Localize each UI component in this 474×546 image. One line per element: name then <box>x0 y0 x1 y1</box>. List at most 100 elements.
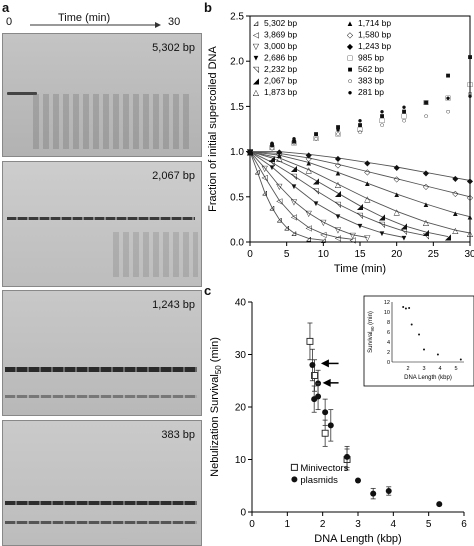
data-point: □ <box>468 80 473 89</box>
data-point: ▼ <box>400 233 408 242</box>
gel-time-arrow <box>30 22 161 28</box>
y-axis-label-unit: (min) <box>209 337 221 365</box>
gel-label: 383 bp <box>161 429 195 441</box>
data-point: □ <box>292 139 297 148</box>
data-point: ▲ <box>393 190 401 199</box>
legend-marker: ◁ <box>253 31 260 40</box>
legend-marker: ● <box>348 88 353 97</box>
data-point: ▲ <box>275 151 283 160</box>
data-point: ◆ <box>394 163 401 172</box>
gel-band <box>7 92 37 95</box>
data-point: □ <box>248 148 253 157</box>
data-point-minivector <box>306 337 314 345</box>
gel-time-start: 0 <box>6 16 13 28</box>
series-curve <box>249 151 471 234</box>
data-point-plasmid <box>322 409 329 416</box>
inset-data-point <box>404 307 407 310</box>
data-point: ◇ <box>306 154 313 163</box>
data-point: ● <box>468 92 473 101</box>
data-point: □ <box>380 116 385 125</box>
gel-band-row <box>7 217 195 220</box>
data-point: ■ <box>380 111 385 120</box>
data-point: ▽ <box>291 197 298 206</box>
data-point: ◢ <box>445 233 452 242</box>
legend-label: 562 bp <box>358 64 384 74</box>
data-point: ◢ <box>335 189 342 198</box>
data-point: ▽ <box>364 233 371 242</box>
inset-y-tick-label: 0 <box>387 360 390 366</box>
data-point: ◢ <box>423 228 430 237</box>
data-point: □ <box>336 130 341 139</box>
data-point: ◇ <box>394 175 401 184</box>
y-axis-label: Nebulization Survival50 (min) <box>209 337 223 477</box>
inset-data-point <box>436 353 439 356</box>
data-point: ▽ <box>262 164 269 173</box>
series-curve <box>250 151 471 181</box>
data-point: ▽ <box>276 182 283 191</box>
data-point: △ <box>394 207 401 216</box>
panel-a-letter: a <box>2 0 10 15</box>
gel-label: 5,302 bp <box>152 42 195 54</box>
inset-data-point <box>423 348 425 351</box>
y-axis-label: Fraction of initial supercoiled DNA <box>207 45 219 211</box>
data-point: ○ <box>314 134 319 143</box>
data-point: ◹ <box>423 232 430 241</box>
data-point: □ <box>402 111 407 120</box>
data-point: ▼ <box>268 163 276 172</box>
legend-marker: ○ <box>348 77 353 86</box>
data-point: ● <box>292 134 297 143</box>
series-curve <box>249 151 368 238</box>
data-point: ◁ <box>276 196 283 205</box>
data-point: ⊿ <box>276 215 283 224</box>
data-point-plasmid <box>344 453 351 460</box>
legend-label: 2,686 bp <box>264 53 297 63</box>
y-tick-label: 2.5 <box>230 12 244 23</box>
data-point: ● <box>270 139 275 148</box>
data-point: ▲ <box>363 179 371 188</box>
data-point: ◢ <box>291 164 298 173</box>
data-point: ○ <box>468 89 473 98</box>
data-point: ● <box>446 93 451 102</box>
data-point: ■ <box>446 71 451 80</box>
y-axis-label-sub: 50 <box>214 365 223 374</box>
data-point-minivector <box>321 429 329 437</box>
series-curve <box>249 151 471 198</box>
legend-marker: ◆ <box>347 42 354 51</box>
inset-y-axis-label-unit: (min) <box>368 311 374 326</box>
x-tick-label: 25 <box>428 249 440 260</box>
data-point: ◆ <box>364 158 371 167</box>
x-tick-label: 0 <box>249 519 255 530</box>
data-point: ⊿ <box>269 204 276 213</box>
gel-image-1243: 1,243 bp <box>2 290 202 416</box>
inset-data-point <box>402 306 405 308</box>
data-point: ■ <box>314 130 319 139</box>
data-point-plasmid <box>355 477 361 484</box>
data-point: ▼ <box>356 222 364 231</box>
y-tick-label: 0.5 <box>230 192 244 203</box>
legend-label: 1,580 bp <box>358 30 391 40</box>
y-tick-label: 20 <box>235 403 247 414</box>
data-point-plasmid <box>385 488 392 494</box>
data-point: ◁ <box>335 233 342 242</box>
panel-c-letter: c <box>204 283 212 298</box>
y-tick-label: 2.0 <box>230 57 244 68</box>
data-point: ▲ <box>246 148 254 157</box>
legend-marker: ▽ <box>253 42 260 51</box>
legend-label: 985 bp <box>358 53 384 63</box>
gel-band-row-lower <box>5 521 197 524</box>
data-point: ⊿ <box>261 188 268 197</box>
data-point: ◹ <box>313 186 320 195</box>
data-point: ■ <box>424 98 429 107</box>
data-point: ⊿ <box>305 234 312 243</box>
data-point: ◇ <box>276 149 283 158</box>
inset-x-tick-label: 2 <box>406 366 409 372</box>
data-point: ■ <box>402 107 407 116</box>
data-point: ◢ <box>379 213 386 222</box>
data-point: ○ <box>336 130 341 139</box>
gel-time-end: 30 <box>168 16 181 28</box>
data-point: ◁ <box>306 224 313 233</box>
data-point-minivector <box>311 372 318 379</box>
data-point: △ <box>276 154 283 163</box>
data-point: ▲ <box>466 213 474 222</box>
